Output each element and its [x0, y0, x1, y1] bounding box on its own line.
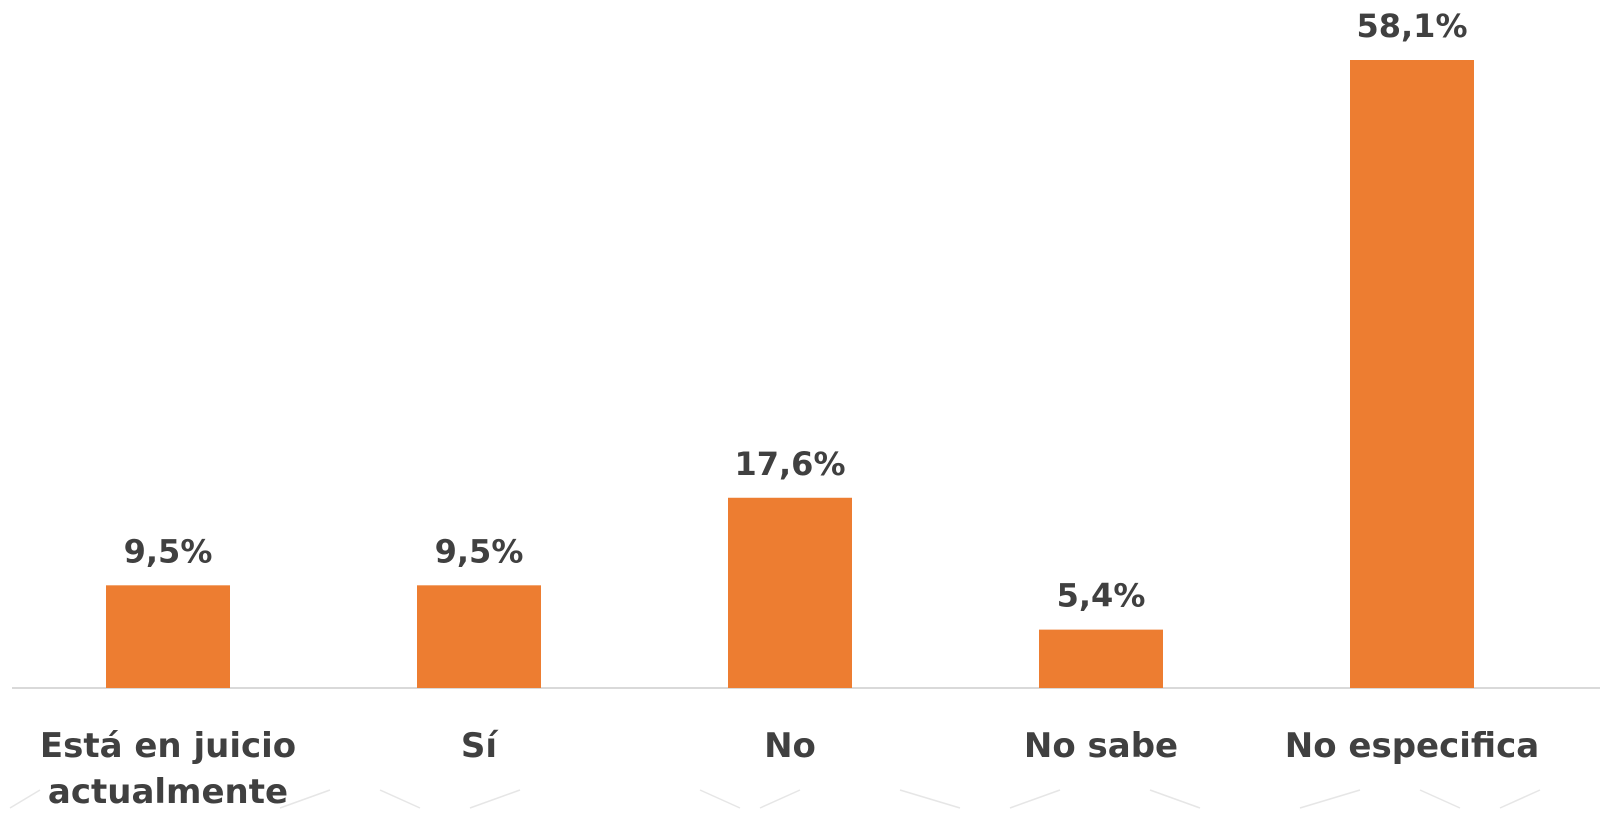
x-tick-label-2: Sí [461, 726, 499, 766]
decorative-stroke [1009, 789, 1061, 809]
decorative-stroke [699, 789, 741, 809]
decorative-stroke [899, 789, 961, 809]
data-label-1: 9,5% [124, 532, 213, 570]
x-tick-label-line: Sí [461, 726, 499, 766]
x-tick-label-3: No [764, 726, 816, 766]
decorative-stroke [469, 789, 521, 809]
x-tick-label-line: No especifica [1285, 726, 1539, 766]
decorative-stroke [279, 789, 331, 809]
decorative-stroke [759, 789, 801, 809]
x-tick-label-line: Está en juicio [40, 726, 296, 766]
decorative-stroke [9, 789, 41, 809]
decorative-stroke [1299, 789, 1361, 809]
bar-4 [1039, 629, 1163, 688]
bar-1 [106, 585, 230, 688]
x-tick-label-5: No especifica [1285, 726, 1539, 766]
decorative-stroke [379, 789, 421, 809]
background-decoration [9, 789, 1541, 809]
data-label-2: 9,5% [435, 532, 524, 570]
bars-group [106, 60, 1474, 688]
x-tick-labels-group: Está en juicio actualmente Sí No No sabe No e… [40, 726, 1539, 812]
x-tick-label-1: Está en juicio actualmente [40, 726, 296, 812]
data-label-3: 17,6% [734, 445, 845, 483]
decorative-stroke [1499, 789, 1541, 809]
decorative-stroke [1149, 789, 1201, 809]
bar-2 [417, 585, 541, 688]
bar-3 [728, 497, 852, 688]
data-labels-group: 9,5% 9,5% 17,6% 5,4% 58,1% [124, 7, 1468, 615]
data-label-5: 58,1% [1356, 7, 1467, 45]
data-label-4: 5,4% [1057, 577, 1146, 615]
x-tick-label-line: No sabe [1024, 726, 1178, 766]
x-tick-label-line: No [764, 726, 816, 766]
x-tick-label-line: actualmente [48, 772, 288, 812]
x-tick-label-4: No sabe [1024, 726, 1178, 766]
decorative-stroke [1419, 789, 1461, 809]
bar-5 [1350, 60, 1474, 688]
